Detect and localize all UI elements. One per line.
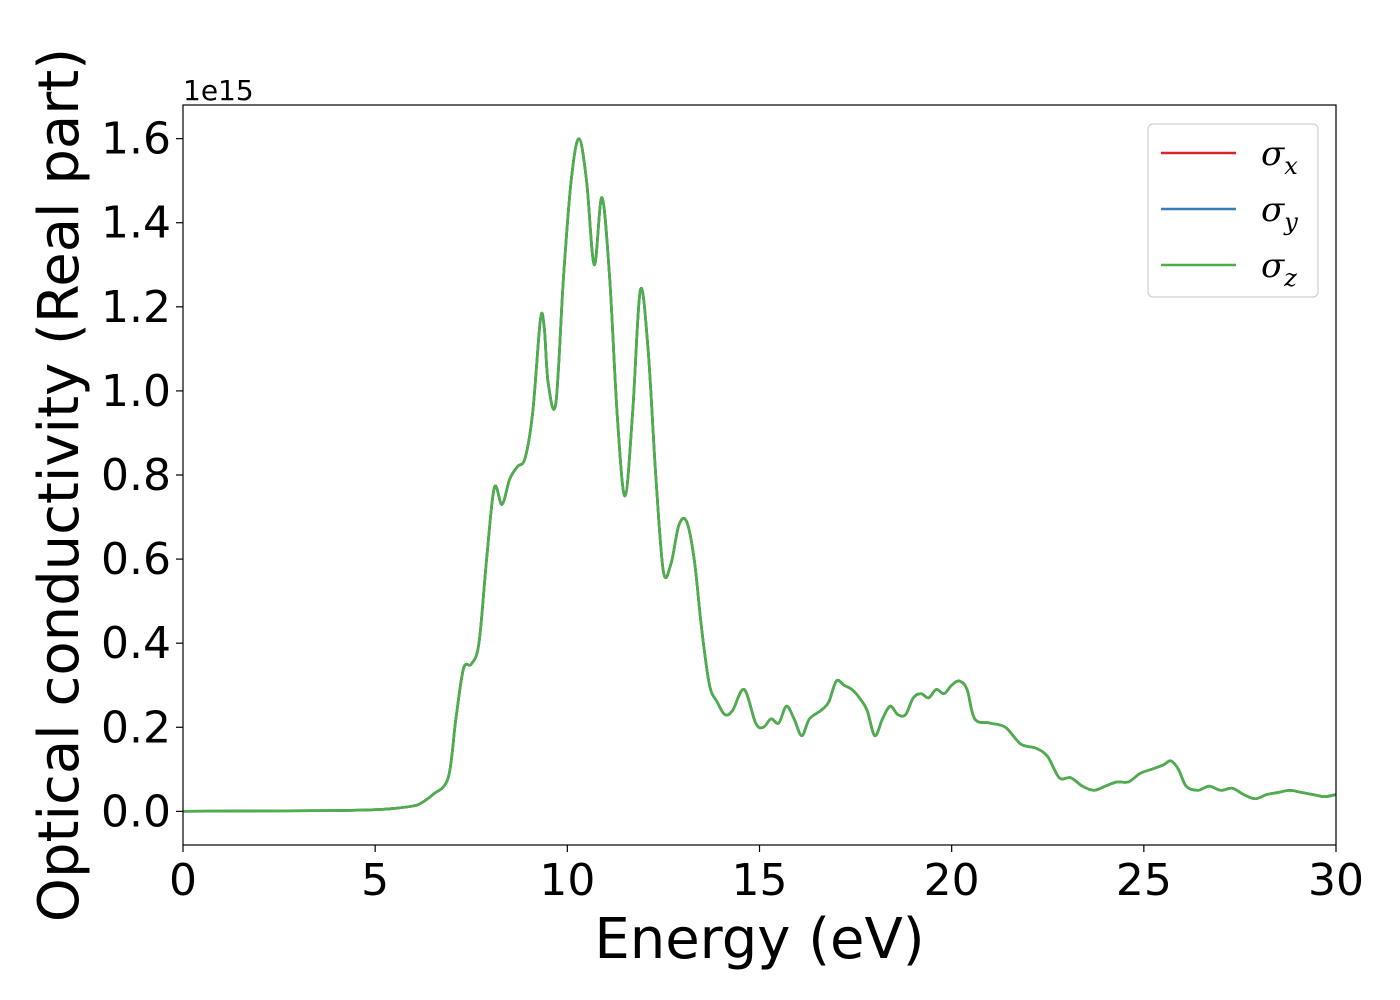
x-tick-label: 30	[1308, 855, 1364, 906]
legend: σx σy σz	[1147, 123, 1319, 298]
y-tick-label: 1.0	[101, 366, 171, 417]
legend-box	[1147, 123, 1319, 298]
x-tick-label: 10	[539, 855, 595, 906]
x-tick-label: 0	[169, 855, 197, 906]
y-axis-offset-label: 1e15	[183, 74, 254, 107]
x-tick-label: 20	[924, 855, 980, 906]
x-tick-label: 25	[1116, 855, 1172, 906]
y-tick-label: 0.0	[101, 786, 171, 837]
axes: 0 5 10 15 20 25 30 0.0 0.2 0.4 0.6 0.8 1.0 1.2 1.4 1.6	[101, 104, 1364, 906]
legend-label-x: σx	[1261, 134, 1298, 180]
y-tick-label: 1.4	[101, 198, 171, 249]
legend-label-z: σz	[1261, 246, 1297, 292]
x-axis-title: Energy (eV)	[594, 907, 924, 972]
y-tick-label: 0.2	[101, 702, 171, 753]
y-tick-label: 0.6	[101, 534, 171, 585]
y-tick-label: 1.6	[101, 114, 171, 165]
legend-label-y: σy	[1261, 190, 1298, 236]
x-tick-label: 5	[361, 855, 389, 906]
series-line-σz	[183, 137, 1336, 813]
y-tick-label: 0.8	[101, 450, 171, 501]
y-tick-label: 0.4	[101, 618, 171, 669]
plot-area	[183, 137, 1336, 813]
x-tick-label: 15	[732, 855, 788, 906]
y-tick-label: 1.2	[101, 282, 171, 333]
y-axis-title: Optical conductivity (Real part)	[27, 48, 92, 922]
